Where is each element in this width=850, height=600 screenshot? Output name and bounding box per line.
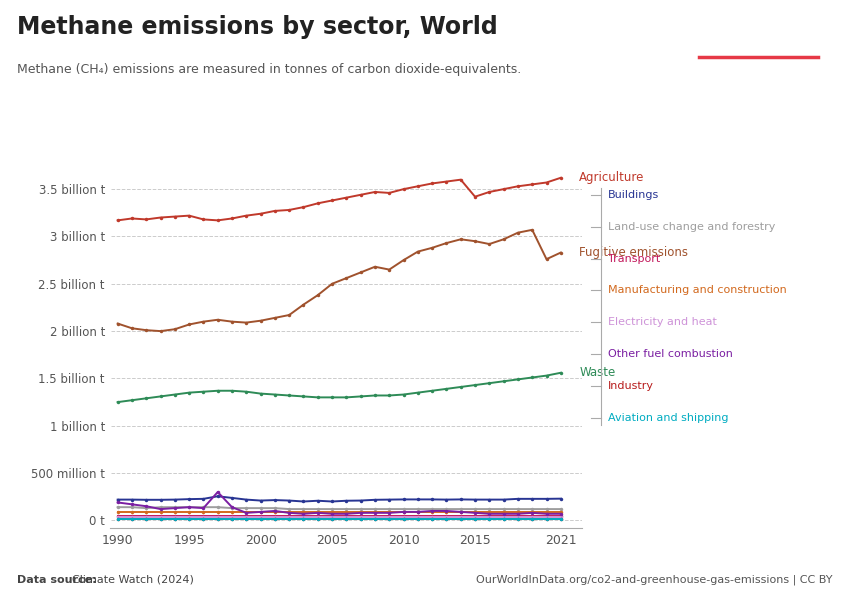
Text: Methane emissions by sector, World: Methane emissions by sector, World — [17, 15, 498, 39]
Text: Waste: Waste — [580, 366, 615, 379]
Text: Data source:: Data source: — [17, 575, 100, 585]
Text: Transport: Transport — [608, 254, 660, 263]
Text: Climate Watch (2024): Climate Watch (2024) — [72, 575, 194, 585]
Text: Our World: Our World — [728, 20, 788, 30]
Text: Manufacturing and construction: Manufacturing and construction — [608, 286, 786, 295]
Text: OurWorldInData.org/co2-and-greenhouse-gas-emissions | CC BY: OurWorldInData.org/co2-and-greenhouse-ga… — [477, 575, 833, 585]
Text: Electricity and heat: Electricity and heat — [608, 317, 717, 327]
Text: Fugitive emissions: Fugitive emissions — [580, 246, 688, 259]
Text: Other fuel combustion: Other fuel combustion — [608, 349, 733, 359]
Text: Buildings: Buildings — [608, 190, 659, 200]
Text: Industry: Industry — [608, 381, 654, 391]
Text: Agriculture: Agriculture — [580, 171, 645, 184]
Text: in Data: in Data — [737, 38, 779, 48]
Text: Aviation and shipping: Aviation and shipping — [608, 413, 728, 422]
Text: Land-use change and forestry: Land-use change and forestry — [608, 222, 775, 232]
Text: Methane (CH₄) emissions are measured in tonnes of carbon dioxide-equivalents.: Methane (CH₄) emissions are measured in … — [17, 63, 521, 76]
